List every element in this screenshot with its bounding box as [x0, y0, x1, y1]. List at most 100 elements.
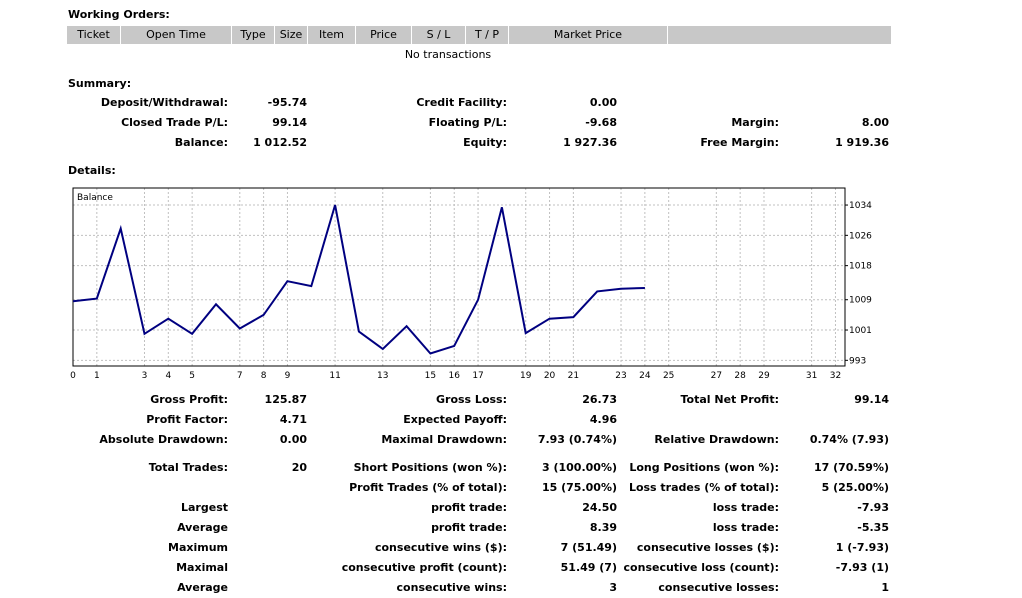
- working-orders-table-header: Ticket Open Time Type Size Item Price S …: [67, 26, 891, 44]
- balance-label: Balance:: [174, 136, 228, 149]
- average-profit-value: 8.39: [589, 521, 617, 534]
- column-price[interactable]: Price: [356, 26, 412, 44]
- column-open-time[interactable]: Open Time: [121, 26, 232, 44]
- deposit-value: -95.74: [267, 96, 307, 109]
- x-tick-label: 21: [568, 371, 579, 381]
- x-tick-label: 24: [639, 371, 651, 381]
- total-trades-value: 20: [291, 461, 307, 474]
- closed-pl-label: Closed Trade P/L:: [121, 116, 228, 129]
- x-tick-label: 29: [758, 371, 770, 381]
- x-tick-label: 15: [425, 371, 436, 381]
- x-tick-label: 23: [615, 371, 626, 381]
- x-tick-label: 20: [544, 371, 556, 381]
- x-tick-label: 3: [142, 371, 148, 381]
- largest-loss-label: loss trade:: [712, 501, 779, 514]
- x-tick-label: 5: [189, 371, 195, 381]
- gross-profit-value: 125.87: [264, 393, 307, 406]
- maximum-label: Maximum: [168, 541, 228, 554]
- x-tick-label: 31: [806, 371, 817, 381]
- gross-loss-value: 26.73: [582, 393, 617, 406]
- long-positions-label: Long Positions (won %):: [629, 461, 779, 474]
- credit-label: Credit Facility:: [416, 96, 507, 109]
- expected-payoff-value: 4.96: [589, 413, 617, 426]
- gross-loss-label: Gross Loss:: [436, 393, 507, 406]
- max-cons-wins-label: consecutive wins ($):: [374, 541, 507, 554]
- loss-trades-label: Loss trades (% of total):: [628, 481, 779, 494]
- max-drawdown-value: 7.93 (0.74%): [537, 433, 617, 446]
- x-tick-label: 27: [711, 371, 722, 381]
- y-tick-label: 1009: [849, 296, 872, 306]
- x-tick-label: 19: [520, 371, 532, 381]
- largest-loss-value: -7.93: [857, 501, 889, 514]
- maximal-cons-profit-value: 51.49 (7): [560, 561, 617, 574]
- credit-value: 0.00: [589, 96, 617, 109]
- profit-trades-value: 15 (75.00%): [541, 481, 617, 494]
- floating-pl-label: Floating P/L:: [428, 116, 507, 129]
- working-orders-title: Working Orders:: [68, 8, 170, 21]
- y-tick-label: 993: [849, 356, 866, 366]
- closed-pl-value: 99.14: [272, 116, 307, 129]
- free-margin-label: Free Margin:: [700, 136, 779, 149]
- maximal-cons-loss-label: consecutive loss (count):: [623, 561, 779, 574]
- average-loss-label: loss trade:: [712, 521, 779, 534]
- average-cons-label: Average: [177, 581, 228, 594]
- balance-series-line: [72, 204, 645, 355]
- column-item[interactable]: Item: [308, 26, 356, 44]
- total-net-profit-value: 99.14: [854, 393, 889, 406]
- floating-pl-value: -9.68: [585, 116, 617, 129]
- equity-value: 1 927.36: [563, 136, 617, 149]
- x-tick-label: 4: [165, 371, 171, 381]
- largest-label: Largest: [181, 501, 228, 514]
- margin-label: Margin:: [731, 116, 779, 129]
- balance-value: 1 012.52: [253, 136, 307, 149]
- avg-cons-losses-value: 1: [881, 581, 889, 594]
- x-tick-label: 9: [285, 371, 291, 381]
- average-label: Average: [177, 521, 228, 534]
- x-tick-label: 25: [663, 371, 674, 381]
- column-ticket[interactable]: Ticket: [67, 26, 121, 44]
- column-stop-loss[interactable]: S / L: [412, 26, 466, 44]
- details-title: Details:: [68, 164, 116, 177]
- long-positions-value: 17 (70.59%): [813, 461, 889, 474]
- profit-factor-value: 4.71: [279, 413, 307, 426]
- chart-frame: [72, 187, 846, 367]
- x-tick-label: 17: [472, 371, 483, 381]
- avg-cons-wins-value: 3: [609, 581, 617, 594]
- max-cons-wins-value: 7 (51.49): [560, 541, 617, 554]
- x-tick-label: 0: [70, 371, 76, 381]
- y-tick-label: 1001: [849, 326, 872, 336]
- x-tick-label: 28: [734, 371, 746, 381]
- profit-factor-label: Profit Factor:: [146, 413, 228, 426]
- x-tick-label: 8: [261, 371, 267, 381]
- equity-label: Equity:: [463, 136, 507, 149]
- y-tick-label: 1034: [849, 201, 872, 211]
- no-transactions-text: No transactions: [404, 48, 492, 61]
- largest-profit-label: profit trade:: [431, 501, 507, 514]
- total-trades-label: Total Trades:: [148, 461, 228, 474]
- maximal-cons-loss-value: -7.93 (1): [835, 561, 889, 574]
- column-type[interactable]: Type: [232, 26, 275, 44]
- x-tick-label: 32: [830, 371, 841, 381]
- x-tick-label: 7: [237, 371, 243, 381]
- chart-title: Balance: [77, 193, 113, 203]
- column-take-profit[interactable]: T / P: [466, 26, 509, 44]
- x-tick-label: 11: [329, 371, 340, 381]
- max-cons-losses-label: consecutive losses ($):: [636, 541, 779, 554]
- expected-payoff-label: Expected Payoff:: [403, 413, 507, 426]
- x-tick-label: 1: [94, 371, 100, 381]
- margin-value: 8.00: [861, 116, 889, 129]
- column-market-price[interactable]: Market Price: [509, 26, 668, 44]
- profit-trades-label: Profit Trades (% of total):: [349, 481, 507, 494]
- free-margin-value: 1 919.36: [835, 136, 889, 149]
- x-tick-label: 16: [449, 371, 461, 381]
- average-profit-label: profit trade:: [431, 521, 507, 534]
- x-tick-label: 13: [377, 371, 388, 381]
- total-net-profit-label: Total Net Profit:: [680, 393, 780, 406]
- short-positions-label: Short Positions (won %):: [353, 461, 507, 474]
- max-cons-losses-value: 1 (-7.93): [835, 541, 889, 554]
- gross-profit-label: Gross Profit:: [150, 393, 228, 406]
- rel-drawdown-label: Relative Drawdown:: [654, 433, 779, 446]
- maximal-label: Maximal: [176, 561, 228, 574]
- column-size[interactable]: Size: [275, 26, 308, 44]
- avg-cons-wins-label: consecutive wins:: [396, 581, 507, 594]
